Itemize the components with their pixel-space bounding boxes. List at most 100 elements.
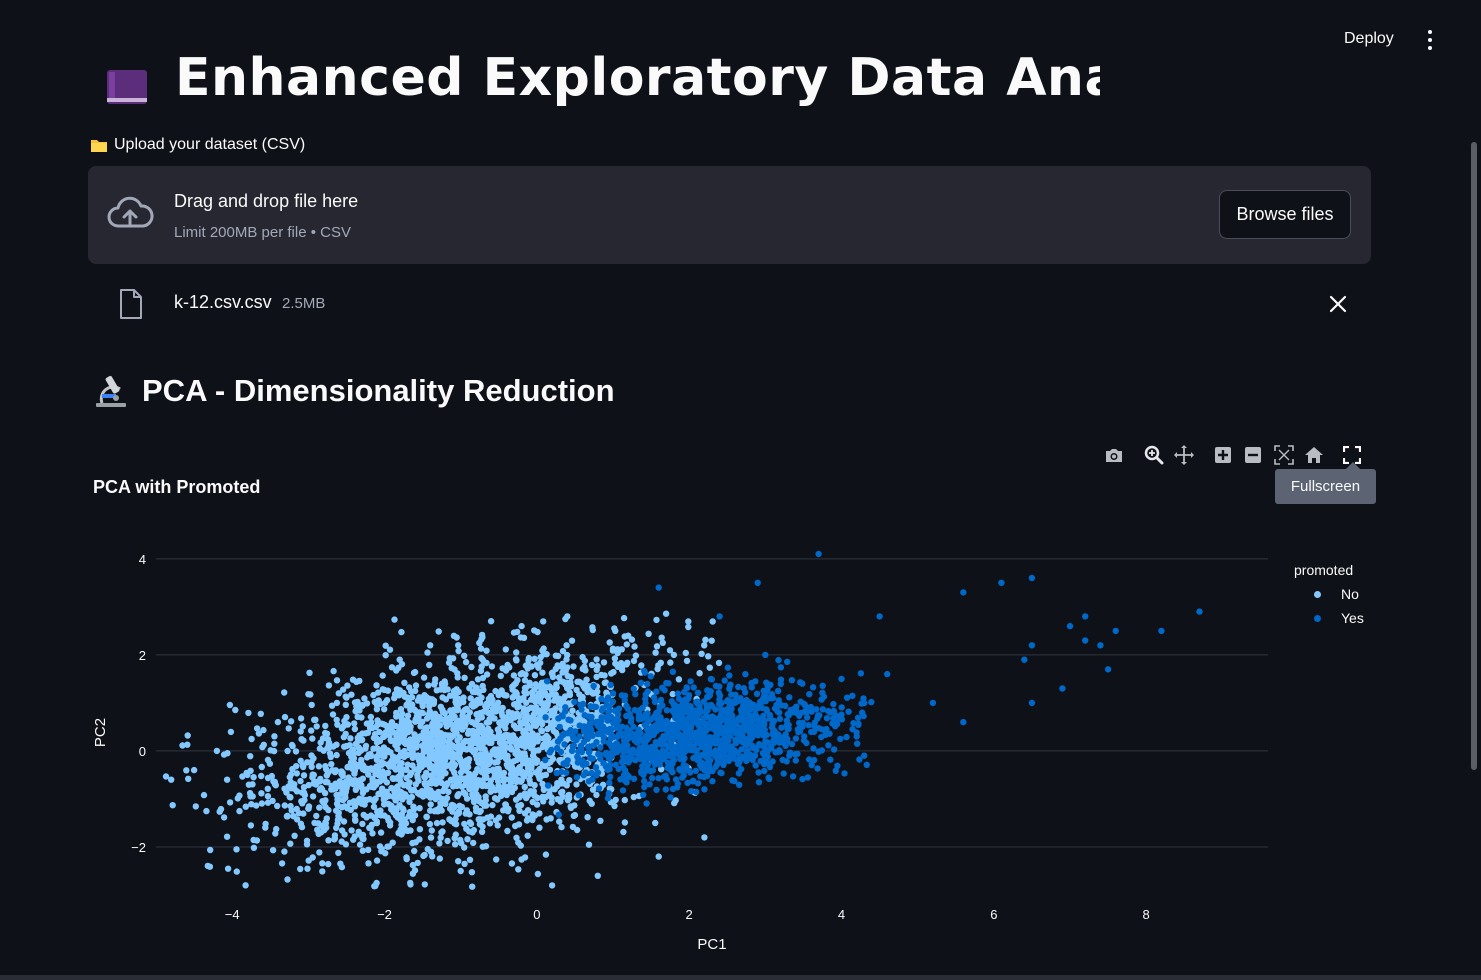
scatter-point-no <box>524 765 532 772</box>
scatter-point-no <box>443 794 451 802</box>
scatter-point-yes <box>597 744 604 751</box>
page-scrollbar[interactable] <box>1471 142 1477 770</box>
legend-item-no[interactable]: No <box>1310 586 1359 602</box>
pca-scatter-chart[interactable]: −2 0 2 4 −4 −2 0 2 4 6 8 PC1 PC2 <box>88 510 1288 970</box>
scatter-point-no <box>573 781 580 788</box>
scatter-point-yes <box>729 777 736 784</box>
scatter-point-no <box>653 616 660 624</box>
scatter-point-no <box>630 657 638 665</box>
scatter-point-no <box>469 778 477 785</box>
scatter-point-no <box>472 752 479 759</box>
scatter-point-yes <box>690 730 697 737</box>
scatter-point-yes <box>596 720 603 728</box>
scatter-point-no <box>451 834 458 842</box>
reset-axes-icon[interactable] <box>1302 443 1326 467</box>
scatter-point-no <box>452 815 459 823</box>
scatter-point-no <box>542 851 550 858</box>
scatter-point-no <box>449 655 457 662</box>
x-tick-label: 2 <box>686 907 693 922</box>
scatter-point-no <box>524 663 532 670</box>
scatter-point-no <box>287 771 295 778</box>
scatter-point-no <box>287 718 295 725</box>
scatter-point-no <box>300 784 308 791</box>
scatter-point-no <box>464 836 471 843</box>
scatter-point-no <box>418 763 425 771</box>
scatter-point-no <box>333 677 341 684</box>
page-title: Enhanced Exploratory Data Analysis <box>175 48 1100 108</box>
zoom-in-icon[interactable] <box>1211 443 1235 467</box>
scatter-point-yes <box>749 734 756 741</box>
section-title: PCA - Dimensionality Reduction <box>142 373 615 408</box>
scatter-point-no <box>392 766 399 773</box>
scatter-point-no <box>454 737 461 744</box>
scatter-point-no <box>351 777 359 784</box>
scatter-point-yes <box>728 712 736 719</box>
scatter-point-no <box>355 749 362 756</box>
scatter-point-no <box>521 810 529 817</box>
scatter-point-no <box>509 732 517 739</box>
scatter-point-no <box>184 732 191 739</box>
scatter-point-no <box>498 792 505 799</box>
zoom-icon[interactable] <box>1142 443 1166 467</box>
scatter-point-no <box>696 670 703 677</box>
scatter-point-no <box>548 882 556 889</box>
scatter-point-no <box>207 846 214 854</box>
scatter-point-no <box>632 652 640 659</box>
scatter-point-yes <box>1028 699 1036 707</box>
scatter-point-no <box>540 741 547 749</box>
scatter-point-no <box>297 728 304 735</box>
scatter-point-yes <box>657 696 665 704</box>
scatter-point-yes <box>659 756 666 763</box>
scatter-point-no <box>258 790 265 797</box>
scatter-point-yes <box>735 770 743 777</box>
scatter-point-yes <box>630 723 637 730</box>
scatter-point-no <box>551 692 558 699</box>
scatter-point-no <box>428 742 435 749</box>
scatter-point-yes <box>576 722 583 729</box>
scatter-point-no <box>397 706 405 713</box>
scatter-point-yes <box>672 776 680 783</box>
scatter-point-yes <box>585 730 593 738</box>
main-menu-button[interactable] <box>1420 28 1440 52</box>
scatter-point-no <box>375 772 383 779</box>
deploy-button[interactable]: Deploy <box>1344 30 1394 47</box>
scatter-point-yes <box>701 786 708 793</box>
autoscale-icon[interactable] <box>1272 443 1296 467</box>
scatter-point-yes <box>861 752 868 759</box>
scatter-point-no <box>620 614 628 622</box>
scatter-point-yes <box>603 697 610 705</box>
close-icon[interactable] <box>1328 294 1348 314</box>
scatter-point-no <box>284 747 291 755</box>
scatter-point-yes <box>640 791 647 798</box>
file-dropzone[interactable]: Drag and drop file here Limit 200MB per … <box>88 166 1371 264</box>
browse-files-button[interactable]: Browse files <box>1219 190 1351 239</box>
scatter-point-no <box>564 683 571 691</box>
scatter-point-no <box>322 778 329 786</box>
scatter-point-yes <box>815 550 822 558</box>
fullscreen-icon[interactable] <box>1340 443 1364 467</box>
scatter-point-yes <box>598 731 605 738</box>
scatter-point-no <box>436 733 443 740</box>
scatter-point-no <box>513 649 520 656</box>
scatter-point-yes <box>573 774 581 781</box>
zoom-out-icon[interactable] <box>1241 443 1265 467</box>
scatter-point-no <box>531 655 538 662</box>
scatter-point-no <box>502 720 509 727</box>
scatter-point-yes <box>553 769 560 777</box>
scatter-point-no <box>373 819 380 827</box>
camera-icon[interactable] <box>1102 443 1126 467</box>
scatter-point-yes <box>753 690 761 697</box>
pan-icon[interactable] <box>1172 443 1196 467</box>
scatter-point-no <box>536 810 543 817</box>
scatter-point-no <box>344 682 351 689</box>
scatter-point-no <box>547 722 555 730</box>
legend-item-yes[interactable]: Yes <box>1310 610 1364 626</box>
scatter-point-yes <box>620 764 627 771</box>
scatter-point-no <box>466 745 474 752</box>
scatter-point-yes <box>607 773 614 781</box>
scatter-point-no <box>422 725 429 733</box>
scatter-point-no <box>359 835 366 842</box>
scatter-point-no <box>408 787 415 794</box>
scatter-point-no <box>465 727 473 735</box>
scatter-point-yes <box>712 763 719 771</box>
